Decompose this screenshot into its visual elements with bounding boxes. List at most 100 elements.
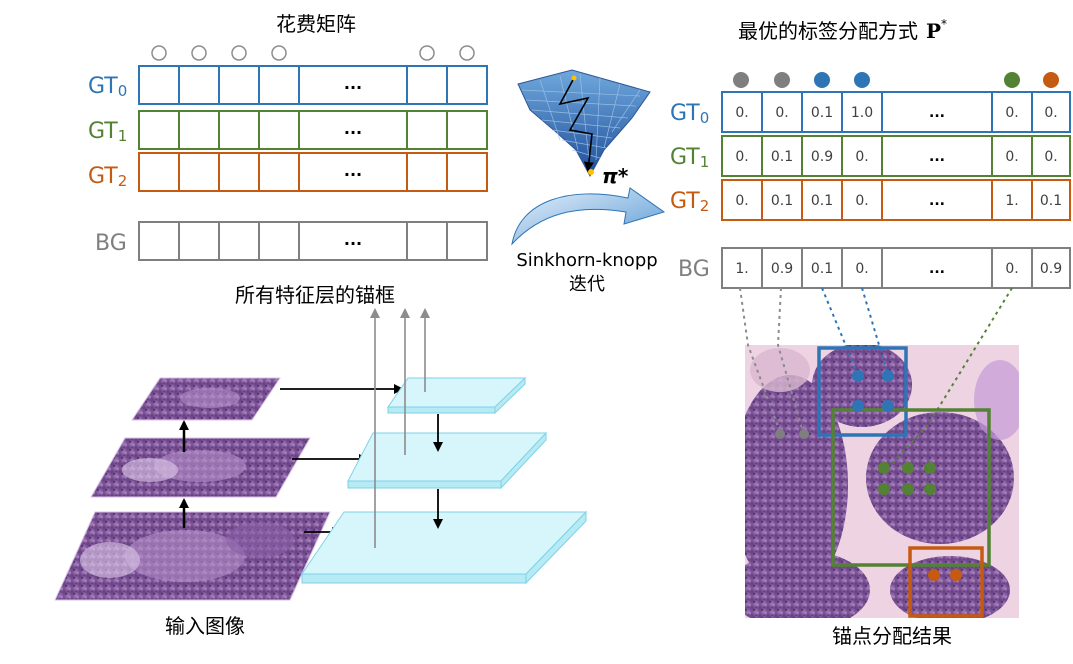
assignment-value: 0. (855, 193, 868, 209)
assignment-value: 0.1 (771, 193, 793, 209)
assignment-value: 0.9 (811, 149, 833, 165)
cost-cell (218, 65, 260, 105)
sinkhorn-iteration-label: 迭代 (569, 274, 605, 295)
cost-ellipsis: ... (344, 74, 362, 93)
assignment-value: 0. (735, 105, 748, 121)
assignment-cell (991, 179, 1033, 221)
gt2-box (908, 546, 984, 618)
gt1-anchor-dot (902, 462, 914, 474)
cost-cell (178, 110, 220, 150)
assignment-cell (761, 135, 803, 177)
cost-cell (218, 152, 260, 192)
assignment-value: 0.1 (811, 261, 833, 277)
assignment-cell (881, 135, 993, 177)
assignment-value: 1. (735, 261, 748, 277)
assignment-value: 0.9 (771, 261, 793, 277)
cost-matrix-row: ... (138, 110, 488, 150)
assignment-cell (721, 247, 763, 289)
cost-row-label-gt0: GT0 (88, 74, 127, 100)
assignment-row-label: BG (678, 257, 710, 282)
pyramid-title: 所有特征层的锚框 (235, 283, 395, 307)
anchor-circle (419, 45, 435, 61)
assignment-value: 0. (735, 193, 748, 209)
cost-cell (298, 152, 408, 192)
assignment-cell (881, 91, 993, 133)
cost-cell (298, 65, 408, 105)
assignment-cell (801, 247, 843, 289)
gt0-anchor-dot (882, 370, 894, 382)
pi-star-symbol: π* (602, 164, 629, 188)
assignment-cell (761, 91, 803, 133)
assignment-title: 最优的标签分配方式 P* (738, 17, 947, 43)
result-label: 锚点分配结果 (832, 624, 952, 648)
assignment-cell (801, 135, 843, 177)
cost-cell (138, 152, 180, 192)
assignment-value: 0. (1044, 105, 1057, 121)
anchor-circle (231, 45, 247, 61)
assignment-row-label: GT0 (670, 101, 709, 127)
anchor-dot (854, 72, 870, 88)
cost-matrix-row: ... (138, 221, 488, 261)
cost-cell (406, 65, 448, 105)
cost-cell (446, 110, 488, 150)
cost-cell (298, 110, 408, 150)
cost-matrix-row: ... (138, 65, 488, 105)
sinkhorn-curved-arrow (511, 187, 666, 246)
assignment-value: 0. (775, 105, 788, 121)
gt0-box (817, 346, 908, 437)
anchor-dot (774, 72, 790, 88)
cost-cell (446, 152, 488, 192)
feature-plane-middle (347, 431, 548, 490)
assignment-value: 0. (1044, 149, 1057, 165)
assignment-row: BG 1. 0.9 0.1 0.... 0. 0.9 (678, 247, 1071, 289)
cost-matrix-grid: ............ (138, 65, 488, 261)
assignment-cell (991, 135, 1033, 177)
cost-cell (406, 110, 448, 150)
bg-anchor-dot (775, 429, 785, 439)
assignment-cell (991, 91, 1033, 133)
assignment-row: GT2 0. 0.1 0.1 0.... 1. 0.1 (670, 179, 1071, 221)
anchor-dot (1004, 72, 1020, 88)
optimization-surface (517, 69, 651, 178)
assignment-cell (1031, 247, 1071, 289)
gt2-anchor-dot (950, 569, 962, 581)
feature-plane-top (387, 376, 527, 415)
gt0-anchor-dot (852, 400, 864, 412)
assignment-value: 0. (1005, 149, 1018, 165)
cost-cell (178, 221, 220, 261)
assignment-value: 1. (1005, 193, 1018, 209)
assignment-row-label: GT1 (670, 145, 709, 171)
cost-cell (258, 152, 300, 192)
assignment-row-label: GT2 (670, 189, 709, 215)
cost-cell (406, 152, 448, 192)
cost-matrix-title: 花费矩阵 (276, 12, 356, 36)
cost-cell (138, 221, 180, 261)
assignment-value: 0. (855, 261, 868, 277)
cost-cell (138, 110, 180, 150)
assignment-cell (1031, 179, 1071, 221)
assignment-cell (761, 179, 803, 221)
assignment-value: 1.0 (851, 105, 873, 121)
gt1-anchor-dot (878, 483, 890, 495)
assignment-value: 0.1 (811, 105, 833, 121)
anchor-dot (814, 72, 830, 88)
result-image (745, 345, 1019, 618)
cost-cell (446, 221, 488, 261)
cost-cell (258, 110, 300, 150)
cost-row-label-gt1: GT1 (88, 119, 127, 145)
feature-planes (301, 376, 588, 585)
anchor-dot (733, 72, 749, 88)
anchor-circle (151, 45, 167, 61)
assignment-ellipsis: ... (929, 261, 945, 277)
bg-anchor-dot (799, 429, 809, 439)
assignment-cell (841, 179, 883, 221)
gt0-anchor-dot (852, 370, 864, 382)
cost-cell (178, 152, 220, 192)
assignment-value: 0.1 (771, 149, 793, 165)
cost-row-label-bg: BG (95, 231, 127, 256)
gt1-anchor-dot (902, 483, 914, 495)
assignment-value: 0.1 (811, 193, 833, 209)
assignment-value: 0. (1005, 261, 1018, 277)
anchor-circle (459, 45, 475, 61)
assignment-value: 0.1 (1040, 193, 1062, 209)
